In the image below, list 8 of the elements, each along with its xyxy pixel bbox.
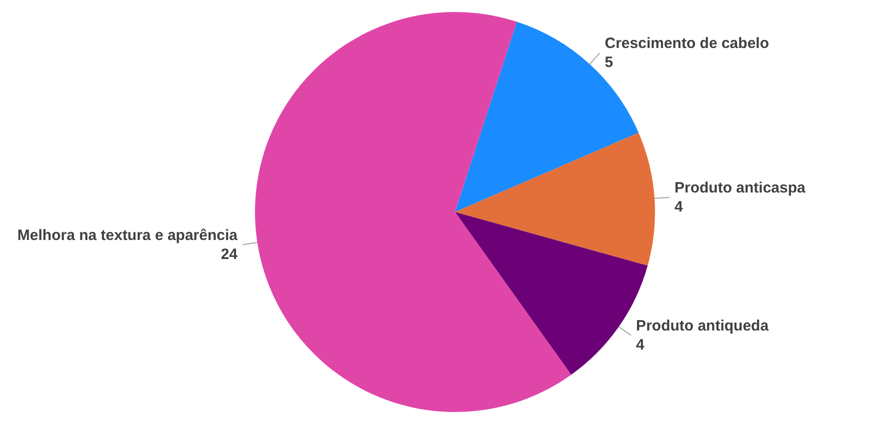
data-label: 4	[674, 198, 684, 216]
data-label: 4	[636, 336, 646, 354]
data-label: 5	[604, 54, 614, 72]
slice-label: Crescimento de cabelo	[604, 35, 769, 52]
slice-label: Produto antiqueda	[636, 318, 770, 335]
slice-label: Produto anticaspa	[674, 180, 806, 197]
data-label: 24	[220, 246, 238, 263]
slice-label: Melhora na textura e aparência	[17, 226, 238, 244]
